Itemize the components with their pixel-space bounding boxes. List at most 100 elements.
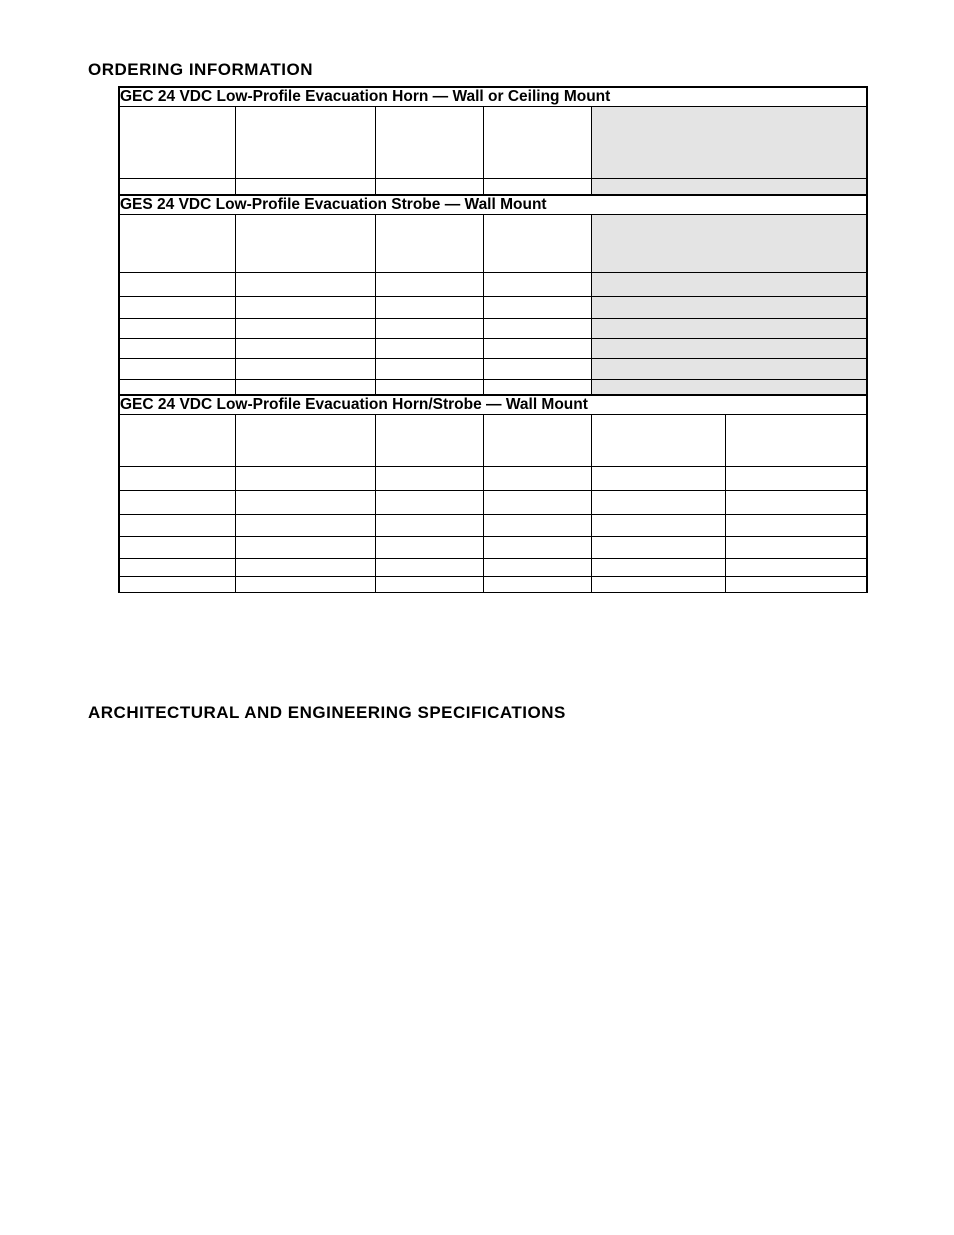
cell [235, 107, 375, 179]
cell-shaded [591, 272, 867, 296]
cell [119, 107, 235, 179]
cell [235, 179, 375, 195]
heading-ordering-information: ORDERING INFORMATION [88, 60, 866, 80]
table-row [119, 214, 867, 272]
cell [591, 537, 725, 559]
cell [591, 515, 725, 537]
cell [119, 467, 235, 491]
cell [375, 559, 483, 577]
table-row [119, 318, 867, 338]
cell [483, 415, 591, 467]
ordering-table-wrap: GEC 24 VDC Low-Profile Evacuation Horn —… [118, 86, 866, 593]
cell [119, 296, 235, 318]
cell [725, 515, 867, 537]
cell [375, 296, 483, 318]
cell [725, 491, 867, 515]
cell [375, 179, 483, 195]
table-row [119, 358, 867, 379]
cell [119, 559, 235, 577]
cell-shaded [591, 358, 867, 379]
cell [725, 559, 867, 577]
cell [375, 577, 483, 593]
cell [483, 559, 591, 577]
cell [235, 537, 375, 559]
cell [483, 318, 591, 338]
cell [375, 467, 483, 491]
cell [119, 318, 235, 338]
cell [235, 272, 375, 296]
cell-shaded [591, 379, 867, 395]
page-content: ORDERING INFORMATION GEC 24 VDC Low-Prof… [0, 0, 954, 769]
cell [483, 379, 591, 395]
cell [591, 467, 725, 491]
cell [483, 296, 591, 318]
table-row [119, 491, 867, 515]
cell-shaded [591, 214, 867, 272]
cell [119, 491, 235, 515]
cell [235, 491, 375, 515]
table-row [119, 296, 867, 318]
cell-shaded [591, 107, 867, 179]
cell [119, 415, 235, 467]
cell [119, 515, 235, 537]
cell [483, 537, 591, 559]
cell [483, 358, 591, 379]
cell [375, 107, 483, 179]
cell [483, 272, 591, 296]
cell [235, 379, 375, 395]
cell [591, 577, 725, 593]
cell [235, 559, 375, 577]
cell [375, 318, 483, 338]
table-row [119, 577, 867, 593]
ordering-table: GEC 24 VDC Low-Profile Evacuation Horn —… [118, 86, 868, 593]
cell [235, 338, 375, 358]
cell-shaded [591, 296, 867, 318]
cell [119, 379, 235, 395]
cell [235, 467, 375, 491]
section-header-row: GEC 24 VDC Low-Profile Evacuation Horn —… [119, 87, 867, 107]
table-row [119, 467, 867, 491]
cell [591, 415, 725, 467]
table-row [119, 537, 867, 559]
section-1-title: GEC 24 VDC Low-Profile Evacuation Horn —… [119, 87, 867, 107]
cell [119, 338, 235, 358]
cell [483, 515, 591, 537]
table-row [119, 272, 867, 296]
cell [591, 491, 725, 515]
cell [483, 467, 591, 491]
heading-architectural-engineering: ARCHITECTURAL AND ENGINEERING SPECIFICAT… [88, 703, 866, 723]
table-row [119, 515, 867, 537]
cell [483, 491, 591, 515]
cell [375, 214, 483, 272]
cell [375, 338, 483, 358]
cell-shaded [591, 338, 867, 358]
cell [119, 214, 235, 272]
section-2-title: GES 24 VDC Low-Profile Evacuation Strobe… [119, 195, 867, 215]
cell [725, 415, 867, 467]
cell [725, 467, 867, 491]
cell [375, 379, 483, 395]
cell [483, 338, 591, 358]
cell [235, 577, 375, 593]
section-3-title: GEC 24 VDC Low-Profile Evacuation Horn/S… [119, 395, 867, 415]
cell [375, 537, 483, 559]
table-row [119, 415, 867, 467]
table-row [119, 379, 867, 395]
section-header-row: GEC 24 VDC Low-Profile Evacuation Horn/S… [119, 395, 867, 415]
cell [119, 272, 235, 296]
cell [725, 537, 867, 559]
cell [119, 358, 235, 379]
cell [235, 358, 375, 379]
table-row [119, 338, 867, 358]
table-row [119, 179, 867, 195]
cell [725, 577, 867, 593]
cell [235, 296, 375, 318]
cell [119, 537, 235, 559]
cell [235, 318, 375, 338]
cell [235, 515, 375, 537]
cell [483, 577, 591, 593]
cell [375, 358, 483, 379]
cell [375, 272, 483, 296]
cell [591, 559, 725, 577]
cell [483, 214, 591, 272]
